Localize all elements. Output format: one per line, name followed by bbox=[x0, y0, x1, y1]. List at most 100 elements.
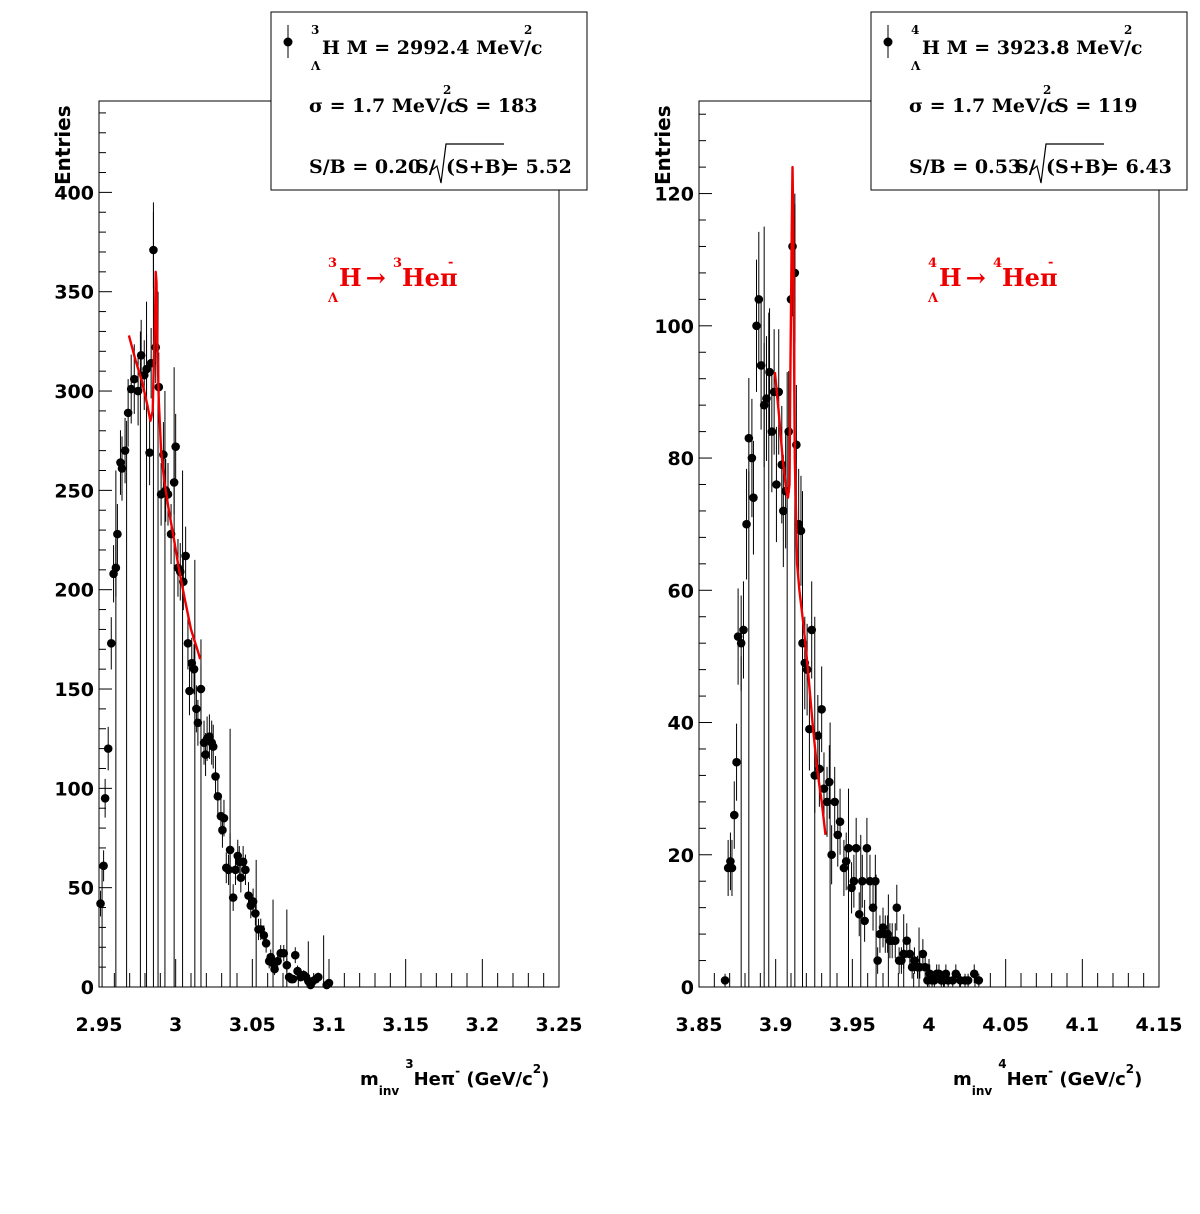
right-legend-box bbox=[870, 11, 1188, 191]
right-points bbox=[720, 242, 984, 985]
svg-text:Λ: Λ bbox=[910, 59, 921, 73]
right-data-point bbox=[827, 850, 836, 860]
left-data-point bbox=[133, 386, 143, 396]
right-data-point bbox=[847, 883, 856, 893]
right-data-point bbox=[720, 976, 730, 985]
right-data-point bbox=[969, 969, 979, 979]
right-data-point bbox=[732, 757, 741, 767]
svg-text:H→: H → bbox=[339, 263, 386, 292]
left-data-point bbox=[251, 909, 260, 918]
left-data-point bbox=[224, 865, 233, 875]
svg-text:H M = 3923.8 MeV/c: H M = 3923.8 MeV/c bbox=[922, 37, 1142, 59]
svg-text:(S+B): (S+B) bbox=[1046, 156, 1110, 178]
svg-text:Λ: Λ bbox=[310, 59, 321, 73]
left-y-tick-label: 250 bbox=[54, 480, 94, 502]
right-data-point bbox=[910, 956, 919, 965]
right-y-axis-label: Entries bbox=[651, 105, 675, 185]
left-legend: 3 Λ H M = 2992.4 MeV/c 2 σ = 1.7 MeV/c 2… bbox=[270, 11, 588, 191]
left-plot-frame bbox=[98, 100, 560, 988]
svg-text:= 5.52: = 5.52 bbox=[503, 156, 572, 178]
right-data-point bbox=[756, 361, 766, 370]
left-data-point bbox=[241, 865, 250, 875]
right-data-point bbox=[902, 936, 912, 946]
right-data-point bbox=[862, 843, 872, 853]
svg-text:S = 183: S = 183 bbox=[455, 95, 538, 117]
right-data-point bbox=[739, 625, 748, 635]
left-fit-curve bbox=[127, 270, 202, 660]
right-data-point bbox=[892, 903, 902, 912]
right-data-point bbox=[822, 797, 832, 807]
right-data-point bbox=[873, 956, 882, 965]
right-x-tick-label: 3.85 bbox=[676, 1014, 723, 1036]
right-data-point bbox=[941, 969, 951, 979]
svg-text:4: 4 bbox=[993, 256, 1002, 271]
svg-text:S/B = 0.20: S/B = 0.20 bbox=[309, 156, 421, 178]
svg-text:2: 2 bbox=[524, 23, 532, 37]
right-x-tick-label: 4.15 bbox=[1136, 1014, 1183, 1036]
svg-text:3: 3 bbox=[311, 23, 319, 37]
right-data-point bbox=[752, 321, 761, 331]
svg-text:Λ: Λ bbox=[927, 291, 939, 306]
right-data-point bbox=[883, 929, 892, 939]
right-panel: 3.85 3.9 3.95 4 4.05 4.1 4.15 020406080100120 … bbox=[651, 11, 1188, 1098]
left-points bbox=[96, 245, 334, 990]
right-data-point bbox=[807, 625, 816, 635]
svg-text:S/: S/ bbox=[415, 156, 436, 178]
left-data-point bbox=[290, 950, 300, 960]
right-x-tick-label: 4.05 bbox=[982, 1014, 1029, 1036]
right-x-axis-label: minv4Heπ- (GeV/c2) bbox=[953, 1057, 1142, 1098]
left-data-point bbox=[120, 446, 130, 455]
right-data-point bbox=[974, 976, 984, 985]
left-data-point bbox=[96, 899, 105, 908]
right-data-point bbox=[736, 638, 746, 648]
right-data-point bbox=[833, 830, 843, 840]
left-legend-box bbox=[270, 11, 588, 191]
right-data-point bbox=[825, 777, 834, 787]
svg-text:Λ: Λ bbox=[327, 291, 339, 306]
svg-text:σ = 1.7 MeV/c: σ = 1.7 MeV/c bbox=[909, 95, 1058, 117]
left-data-point bbox=[228, 893, 238, 902]
right-data-point bbox=[839, 863, 849, 873]
left-legend-marker bbox=[283, 37, 293, 47]
left-data-point bbox=[100, 793, 110, 803]
left-data-point bbox=[238, 857, 248, 867]
left-data-point bbox=[213, 791, 223, 801]
right-plot-frame bbox=[698, 100, 1160, 988]
right-data-point bbox=[858, 876, 867, 886]
left-data-point bbox=[218, 825, 227, 835]
svg-text:H M = 2992.4 MeV/c: H M = 2992.4 MeV/c bbox=[322, 37, 542, 59]
left-data-point bbox=[279, 948, 289, 958]
left-data-point bbox=[248, 897, 258, 906]
right-data-point bbox=[762, 394, 771, 403]
svg-text:4: 4 bbox=[928, 256, 937, 271]
left-x-tick-label: 3.1 bbox=[312, 1014, 346, 1036]
right-data-point bbox=[925, 969, 935, 979]
left-data-point bbox=[99, 861, 108, 871]
left-y-tick-label: 150 bbox=[54, 679, 94, 701]
left-x-axis: 2.95 3 3.05 3.1 3.15 3.2 3.25 bbox=[76, 959, 582, 1036]
left-data-point bbox=[169, 478, 179, 487]
right-data-point bbox=[747, 453, 757, 463]
right-data-point bbox=[951, 969, 961, 979]
right-data-point bbox=[819, 784, 829, 793]
svg-text:σ = 1.7 MeV/c: σ = 1.7 MeV/c bbox=[309, 95, 458, 117]
right-data-point bbox=[817, 704, 826, 714]
right-data-point bbox=[729, 810, 739, 820]
left-x-axis-label: minv3Heπ- (GeV/c2) bbox=[360, 1057, 549, 1098]
right-data-point bbox=[744, 433, 754, 443]
left-x-tick-label: 3.05 bbox=[229, 1014, 276, 1036]
right-data-point bbox=[805, 724, 814, 734]
right-data-point bbox=[851, 843, 861, 853]
svg-text:3: 3 bbox=[393, 256, 402, 271]
left-data-point bbox=[201, 750, 210, 759]
right-y-tick-label: 80 bbox=[668, 448, 694, 470]
svg-text:Heπ: Heπ bbox=[402, 263, 458, 292]
right-data-point bbox=[772, 480, 781, 489]
left-y-tick-label: 350 bbox=[54, 282, 94, 304]
left-data-point bbox=[111, 563, 121, 573]
left-data-point bbox=[103, 744, 113, 753]
right-data-point bbox=[849, 876, 859, 886]
left-data-point bbox=[193, 718, 203, 728]
left-data-point bbox=[117, 464, 127, 473]
right-y-tick-label: 100 bbox=[654, 316, 694, 338]
